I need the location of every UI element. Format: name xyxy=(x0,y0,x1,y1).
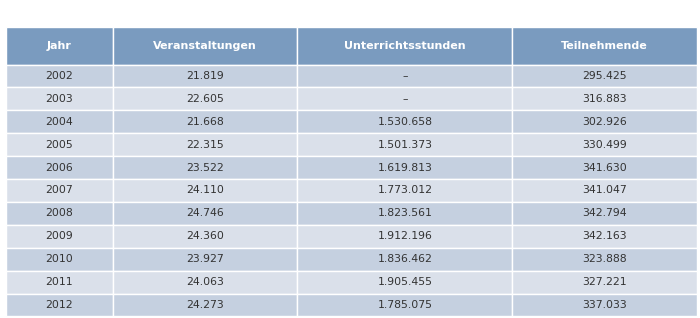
Bar xyxy=(512,225,696,248)
Bar xyxy=(113,27,298,65)
Text: 337.033: 337.033 xyxy=(582,300,627,310)
Bar xyxy=(113,179,298,202)
Text: 295.425: 295.425 xyxy=(582,71,626,81)
Bar xyxy=(6,27,113,65)
Text: 341.047: 341.047 xyxy=(582,185,627,196)
Bar xyxy=(113,110,298,133)
Bar xyxy=(113,202,298,225)
Text: 23.522: 23.522 xyxy=(186,162,224,173)
Text: 1.785.075: 1.785.075 xyxy=(377,300,433,310)
Bar xyxy=(6,65,113,87)
Bar xyxy=(113,248,298,271)
Text: 1.530.658: 1.530.658 xyxy=(377,117,433,127)
Bar xyxy=(6,248,113,271)
Text: 22.315: 22.315 xyxy=(186,140,224,150)
Bar xyxy=(298,294,512,316)
Text: 1.823.561: 1.823.561 xyxy=(377,208,433,218)
Bar xyxy=(512,271,696,294)
Bar xyxy=(113,294,298,316)
Text: 24.273: 24.273 xyxy=(186,300,224,310)
Bar xyxy=(512,202,696,225)
Bar xyxy=(298,65,512,87)
Bar xyxy=(298,225,512,248)
Text: 1.619.813: 1.619.813 xyxy=(377,162,433,173)
Bar xyxy=(6,133,113,156)
Text: 24.110: 24.110 xyxy=(186,185,224,196)
Text: 330.499: 330.499 xyxy=(582,140,627,150)
Text: 22.605: 22.605 xyxy=(186,94,224,104)
Bar xyxy=(6,156,113,179)
Bar xyxy=(512,27,696,65)
Text: 342.794: 342.794 xyxy=(582,208,626,218)
Bar xyxy=(6,294,113,316)
Text: Veranstaltungen: Veranstaltungen xyxy=(153,41,257,51)
Text: 2009: 2009 xyxy=(46,231,74,241)
Text: 2006: 2006 xyxy=(46,162,74,173)
Text: 2003: 2003 xyxy=(46,94,74,104)
Bar xyxy=(512,110,696,133)
Text: 2012: 2012 xyxy=(46,300,74,310)
Text: 2005: 2005 xyxy=(46,140,74,150)
Text: –: – xyxy=(402,71,407,81)
Text: 2007: 2007 xyxy=(46,185,74,196)
Text: 2011: 2011 xyxy=(46,277,74,287)
Bar xyxy=(512,248,696,271)
Text: 21.668: 21.668 xyxy=(186,117,224,127)
Bar xyxy=(6,225,113,248)
Text: 327.221: 327.221 xyxy=(582,277,626,287)
Text: 2008: 2008 xyxy=(46,208,74,218)
Text: 1.773.012: 1.773.012 xyxy=(377,185,433,196)
Text: 341.630: 341.630 xyxy=(582,162,627,173)
Bar xyxy=(113,156,298,179)
Bar xyxy=(298,179,512,202)
Bar xyxy=(512,65,696,87)
Bar xyxy=(512,294,696,316)
Bar xyxy=(298,27,512,65)
Bar xyxy=(6,179,113,202)
Text: 21.819: 21.819 xyxy=(186,71,224,81)
Text: Jahr: Jahr xyxy=(47,41,72,51)
Text: 24.746: 24.746 xyxy=(186,208,224,218)
Bar xyxy=(298,110,512,133)
Bar xyxy=(113,133,298,156)
Bar xyxy=(298,156,512,179)
Text: –: – xyxy=(402,94,407,104)
Bar xyxy=(113,87,298,110)
Bar xyxy=(298,202,512,225)
Bar xyxy=(113,225,298,248)
Bar xyxy=(298,133,512,156)
Bar xyxy=(6,271,113,294)
Bar xyxy=(512,133,696,156)
Bar xyxy=(113,65,298,87)
Text: 316.883: 316.883 xyxy=(582,94,626,104)
Bar xyxy=(6,110,113,133)
Text: 24.360: 24.360 xyxy=(186,231,224,241)
Text: 2010: 2010 xyxy=(46,254,74,264)
Text: 1.905.455: 1.905.455 xyxy=(377,277,433,287)
Text: 24.063: 24.063 xyxy=(186,277,224,287)
Text: Teilnehmende: Teilnehmende xyxy=(561,41,648,51)
Bar xyxy=(512,179,696,202)
Bar xyxy=(6,87,113,110)
Bar xyxy=(512,87,696,110)
Bar xyxy=(113,271,298,294)
Text: 23.927: 23.927 xyxy=(186,254,224,264)
Text: 323.888: 323.888 xyxy=(582,254,626,264)
Bar xyxy=(298,87,512,110)
Bar xyxy=(512,156,696,179)
Text: 1.501.373: 1.501.373 xyxy=(377,140,433,150)
Text: 2004: 2004 xyxy=(46,117,74,127)
Text: 302.926: 302.926 xyxy=(582,117,627,127)
Text: 1.912.196: 1.912.196 xyxy=(377,231,433,241)
Bar xyxy=(298,271,512,294)
Text: 1.836.462: 1.836.462 xyxy=(377,254,433,264)
Bar xyxy=(6,202,113,225)
Text: Unterrichtsstunden: Unterrichtsstunden xyxy=(344,41,466,51)
Text: 2002: 2002 xyxy=(46,71,74,81)
Bar xyxy=(298,248,512,271)
Text: 342.163: 342.163 xyxy=(582,231,626,241)
